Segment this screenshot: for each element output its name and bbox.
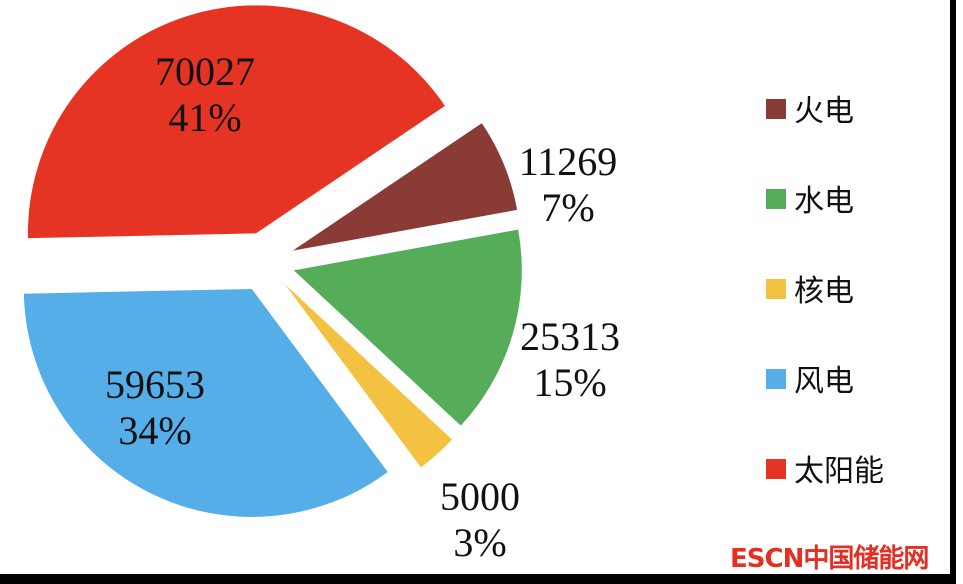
legend-label: 水电: [794, 184, 854, 219]
data-label-percent: 7%: [541, 185, 594, 230]
pie-slice-0: [292, 123, 518, 251]
data-label-percent: 15%: [533, 360, 606, 405]
pie-slice-2: [285, 284, 453, 468]
legend-swatch: [766, 189, 786, 209]
legend-label: 火电: [794, 94, 854, 129]
data-label-value: 5000: [440, 474, 520, 519]
data-label-value: 11269: [519, 139, 618, 184]
data-label-value: 59653: [105, 362, 205, 407]
pie-slice-1: [293, 229, 522, 426]
legend-swatch: [766, 459, 786, 479]
legend-label: 风电: [794, 364, 854, 399]
data-label-percent: 34%: [118, 408, 191, 453]
pie-slice-4: [27, 5, 445, 239]
legend-swatch: [766, 279, 786, 299]
legend-swatch: [766, 99, 786, 119]
legend-label: 太阳能: [794, 454, 884, 489]
legend-label: 核电: [794, 274, 854, 309]
legend-swatch: [766, 369, 786, 389]
data-label-percent: 3%: [453, 520, 506, 565]
data-label-value: 25313: [520, 314, 620, 359]
data-label-percent: 41%: [168, 95, 241, 140]
data-label-value: 70027: [155, 49, 255, 94]
pie-slice-3: [23, 288, 388, 517]
watermark-logo: ESCN中国储能网: [730, 544, 929, 574]
